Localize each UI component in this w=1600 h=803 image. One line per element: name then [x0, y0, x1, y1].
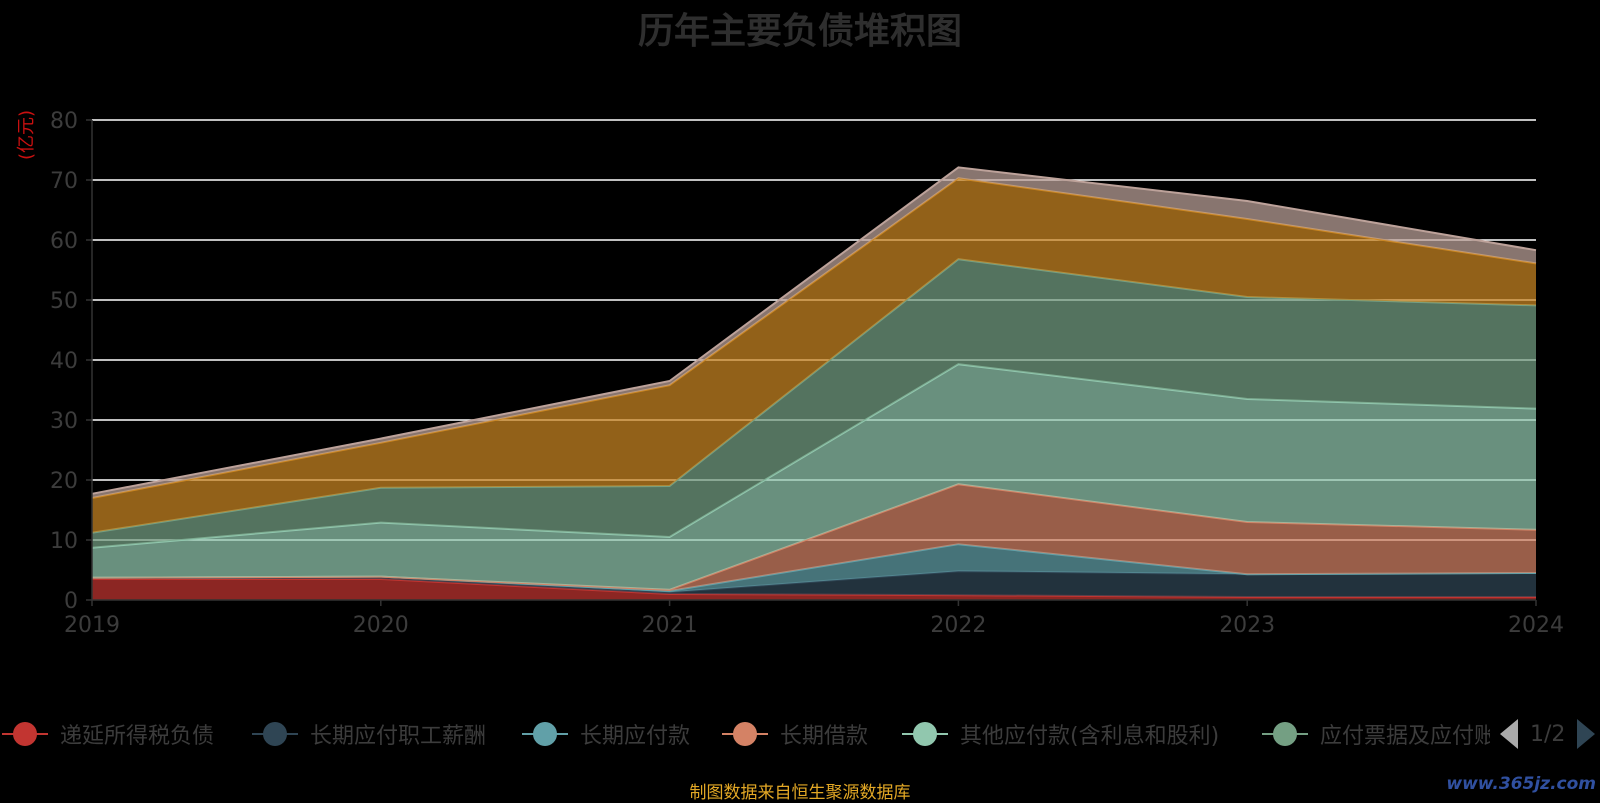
legend-marker-icon — [900, 719, 950, 749]
y-tick-label: 50 — [50, 289, 78, 314]
y-tick-label: 80 — [50, 109, 78, 134]
legend-item[interactable]: 长期借款 — [720, 716, 868, 752]
y-tick-label: 60 — [50, 229, 78, 254]
legend-item[interactable]: 长期应付款 — [520, 716, 690, 752]
legend-marker-icon — [720, 719, 770, 749]
y-tick-label: 40 — [50, 349, 78, 374]
y-tick-label: 10 — [50, 529, 78, 554]
x-axis-ticks: 2019 2020 2021 2022 2023 2024 — [64, 600, 1564, 638]
y-axis-label: (亿元) — [12, 109, 52, 176]
area-series — [91, 166, 1537, 600]
legend-label: 长期应付职工薪酬 — [310, 724, 487, 749]
area-series-2 — [92, 571, 1536, 597]
y-tick-label: 70 — [50, 169, 78, 194]
chart-title: 历年主要负债堆积图 — [637, 11, 962, 52]
y-axis-label-text: (亿元) — [16, 109, 37, 160]
legend-item[interactable]: 长期应付职工薪酬 — [250, 716, 486, 752]
series-line-8 — [91, 166, 1537, 495]
area-series-6 — [92, 259, 1536, 548]
legend-pager: 1/2 — [1500, 716, 1600, 752]
y-tick-label: 20 — [50, 469, 78, 494]
legend-label: 其他应付款(含利息和股利) — [960, 724, 1220, 749]
legend-label: 长期应付款 — [580, 724, 691, 749]
legend-next-page-icon[interactable] — [1577, 719, 1596, 749]
data-source-note: 制图数据来自恒生聚源数据库 — [689, 783, 911, 803]
watermark: www.365jz.com — [1446, 774, 1596, 794]
legend-marker-icon — [520, 719, 570, 749]
legend-marker-icon — [1260, 719, 1310, 749]
x-tick-label: 2019 — [64, 613, 120, 638]
legend-label: 递延所得税负债 — [60, 724, 215, 749]
area-series-5 — [92, 364, 1536, 590]
legend: 递延所得税负债 长期应付职工薪酬 长期应付款 长期借款 其他应付款(含利息和股利) 应付票… — [0, 716, 1600, 752]
area-series-7 — [92, 178, 1536, 533]
x-tick-label: 2024 — [1508, 613, 1564, 638]
legend-prev-page-icon[interactable] — [1500, 719, 1518, 749]
legend-label: 应付票据及应付账款 — [1320, 724, 1490, 749]
x-tick-label: 2021 — [642, 613, 698, 638]
legend-marker-icon — [250, 719, 300, 749]
legend-item[interactable]: 应付票据及应付账款 — [1260, 716, 1490, 752]
area-series-1 — [92, 579, 1536, 600]
y-tick-label: 0 — [64, 589, 78, 614]
legend-label: 长期借款 — [780, 724, 869, 749]
x-tick-label: 2023 — [1219, 613, 1275, 638]
legend-item[interactable]: 其他应付款(含利息和股利) — [900, 716, 1219, 752]
x-tick-label: 2020 — [353, 613, 409, 638]
legend-item[interactable]: 递延所得税负债 — [0, 716, 214, 752]
legend-page-indicator: 1/2 — [1530, 721, 1566, 747]
y-tick-label: 30 — [50, 409, 78, 434]
y-axis-ticks: 0 10 20 30 40 50 60 70 80 — [50, 109, 92, 614]
legend-marker-icon — [0, 719, 50, 749]
x-tick-label: 2022 — [930, 613, 986, 638]
